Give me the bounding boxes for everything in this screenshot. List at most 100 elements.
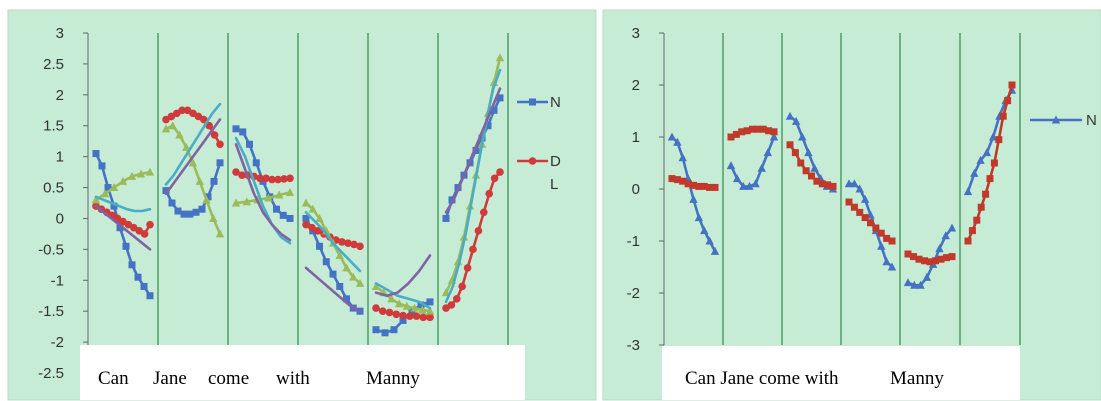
data-point — [935, 244, 944, 253]
data-point — [335, 251, 344, 260]
data-point — [490, 174, 499, 183]
data-point — [915, 255, 923, 263]
data-point — [109, 183, 119, 192]
data-point — [1008, 81, 1016, 89]
data-point — [739, 181, 748, 190]
data-point — [679, 177, 687, 185]
data-point — [860, 194, 870, 203]
chart-panel-2: 3 2 1 0 -1 -2 -3 Can Jane come with Manny N — [602, 9, 1101, 401]
data-point — [104, 184, 112, 192]
data-point — [385, 308, 394, 317]
data-point — [855, 184, 864, 193]
data-point — [378, 307, 387, 315]
data-point — [286, 214, 294, 222]
data-point — [797, 159, 805, 167]
data-point — [122, 242, 130, 250]
data-point — [405, 312, 414, 320]
data-point — [916, 280, 925, 289]
data-point — [140, 230, 149, 238]
data-point — [673, 176, 681, 184]
data-point — [882, 257, 891, 266]
data-point — [198, 205, 206, 213]
data-point — [867, 219, 874, 227]
data-point — [302, 214, 310, 222]
data-point — [161, 124, 171, 133]
data-point — [667, 132, 677, 141]
word-label: Can Jane come with — [685, 368, 839, 389]
data-point — [469, 245, 477, 254]
y-tick-label: 1 — [632, 129, 640, 146]
legend: N DL — [517, 94, 561, 193]
data-point — [910, 280, 919, 289]
data-point — [110, 202, 118, 210]
data-point — [372, 304, 380, 312]
series-line — [234, 143, 292, 242]
data-point — [689, 194, 698, 203]
data-point — [394, 299, 404, 308]
data-point — [343, 295, 350, 303]
data-point — [238, 171, 246, 179]
data-point — [448, 196, 456, 204]
data-point — [732, 174, 742, 183]
data-point — [350, 240, 358, 249]
series-line — [164, 118, 222, 195]
data-point — [458, 282, 467, 291]
y-tick-label: -1 — [51, 272, 64, 289]
data-point — [336, 282, 344, 290]
data-point — [252, 159, 260, 167]
data-point — [202, 195, 211, 204]
y-tick-label: -0.5 — [38, 241, 64, 258]
data-point — [798, 132, 807, 141]
data-point — [824, 181, 832, 189]
data-point — [210, 177, 218, 185]
y-tick-label: 2.5 — [43, 56, 64, 73]
data-point — [480, 208, 488, 217]
y-tick-label: -1.5 — [38, 303, 64, 320]
data-point — [888, 237, 896, 245]
data-point — [700, 182, 708, 190]
data-point — [463, 264, 472, 272]
series-2 — [668, 81, 1016, 266]
data-point — [262, 174, 270, 183]
legend-label: L — [550, 176, 558, 193]
data-point — [763, 148, 773, 157]
data-point — [496, 94, 504, 102]
data-point — [973, 216, 981, 224]
data-point — [982, 148, 992, 157]
data-point — [904, 250, 912, 258]
legend-label: N — [550, 94, 561, 111]
data-point — [1004, 97, 1012, 105]
y-tick-label: -1 — [627, 233, 640, 250]
data-point — [941, 231, 950, 240]
data-point — [903, 278, 913, 287]
data-point — [381, 329, 389, 337]
data-point — [215, 229, 225, 238]
series-line — [444, 87, 502, 214]
word-label-box — [80, 345, 525, 400]
data-point — [128, 261, 136, 269]
data-point — [738, 128, 746, 136]
data-point — [210, 131, 219, 139]
data-point — [180, 210, 188, 218]
data-point — [990, 159, 998, 167]
data-point — [264, 193, 273, 202]
data-point — [988, 132, 998, 141]
data-point — [759, 125, 767, 133]
data-point — [168, 199, 176, 207]
data-point — [91, 195, 101, 204]
y-tick-label: -2 — [51, 334, 64, 351]
word-label: Manny — [366, 368, 420, 389]
data-point — [239, 128, 247, 136]
data-point — [963, 187, 973, 196]
data-point — [140, 282, 148, 290]
data-point — [877, 229, 885, 237]
data-point — [182, 142, 191, 151]
data-point — [426, 298, 434, 306]
data-point — [937, 255, 945, 263]
data-point — [982, 190, 990, 198]
data-point — [186, 210, 194, 218]
data-point — [690, 181, 697, 189]
data-point — [765, 127, 773, 135]
y-tick-label: -2.5 — [38, 365, 64, 382]
data-point — [425, 306, 435, 315]
